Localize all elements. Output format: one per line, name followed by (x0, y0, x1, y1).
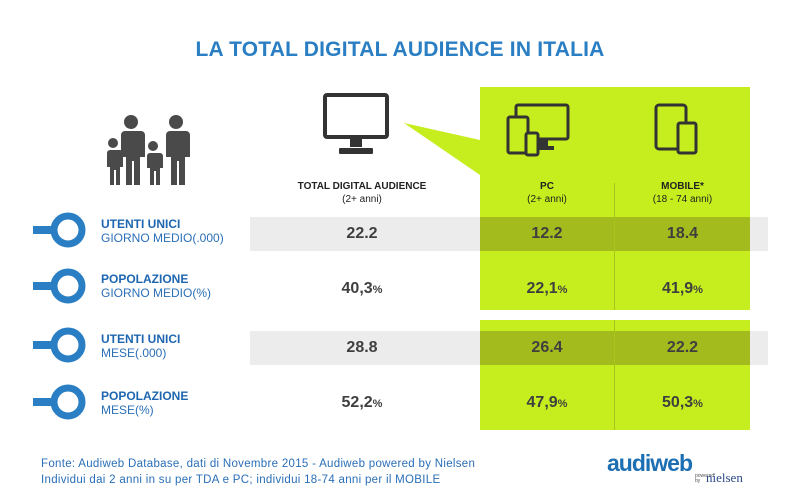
row-label-4: POPOLAZIONE MESE(%) (101, 389, 189, 417)
value-r3-pc: 26.4 (531, 339, 563, 356)
monitor-icon (323, 93, 389, 154)
row-label-2: POPOLAZIONE GIORNO MEDIO(%) (101, 272, 211, 300)
row-band-3-pc (480, 331, 614, 365)
value-r1-pc: 12.2 (531, 225, 563, 242)
value-r4-pc: 47,9% (526, 394, 568, 411)
key-icon (33, 268, 86, 304)
key-icon (33, 384, 86, 420)
row-band-1-mobile (615, 217, 750, 251)
value-r2-tda: 40,3% (341, 280, 383, 297)
column-divider-top (614, 183, 615, 310)
row-label-3: UTENTI UNICI MESE(.000) (101, 332, 181, 360)
value-r2-pc: 22,1% (526, 280, 568, 297)
audiweb-logo: audiweb powered by nielsen (607, 450, 743, 485)
value-r3-tda: 28.8 (346, 339, 378, 356)
key-icon (33, 327, 86, 363)
row-band-3-mobile (615, 331, 750, 365)
value-r3-mobile: 22.2 (666, 339, 699, 356)
column-divider-bottom (614, 320, 615, 430)
family-icon (106, 115, 190, 185)
row-band-1-pc (480, 217, 614, 251)
page-title: LA TOTAL DIGITAL AUDIENCE IN ITALIA (195, 38, 605, 61)
value-r1-tda: 22.2 (346, 225, 378, 242)
value-r4-mobile: 50,3% (662, 394, 703, 411)
column-header-tda: TOTAL DIGITAL AUDIENCE (2+ anni) (297, 181, 427, 205)
pc-devices-icon (506, 103, 570, 157)
value-r4-tda: 52,2% (341, 394, 383, 411)
key-icon (33, 212, 86, 248)
column-header-pc: PC (2+ anni) (527, 181, 567, 205)
column-header-mobile: MOBILE* (18 - 74 anni) (652, 181, 713, 205)
row-label-1: UTENTI UNICI GIORNO MEDIO(.000) (101, 217, 224, 245)
value-r2-mobile: 41,9% (662, 280, 703, 297)
source-footnote: Fonte: Audiweb Database, dati di Novembr… (41, 458, 476, 486)
tablet-phone-icon (654, 103, 698, 155)
value-r1-mobile: 18.4 (666, 225, 699, 242)
